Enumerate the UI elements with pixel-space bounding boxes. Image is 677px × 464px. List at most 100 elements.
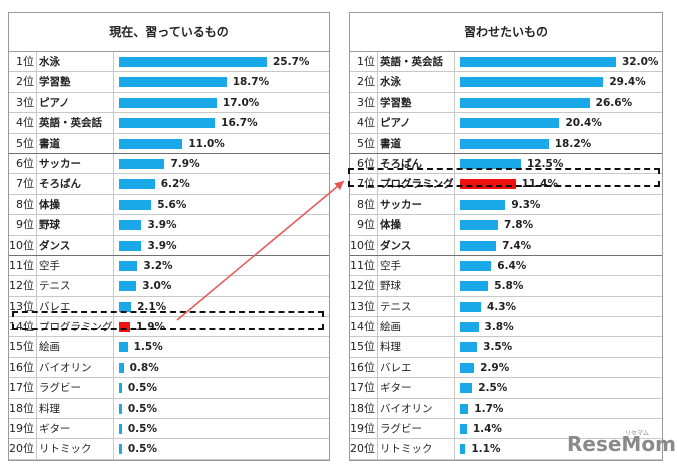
value-label: 7.9% (170, 157, 200, 170)
category-label: 英語・英会話 (380, 52, 455, 72)
rank-label: 12位 (350, 276, 378, 296)
bar (119, 383, 122, 394)
rank-label: 11位 (9, 255, 37, 276)
table-row: 7位 そろばん 6.2% (9, 174, 329, 195)
bar (460, 281, 489, 292)
highlight-box-desired (348, 168, 660, 187)
value-label: 2.9% (480, 361, 510, 374)
category-label: 英語・英会話 (39, 113, 114, 133)
category-label: サッカー (380, 194, 455, 215)
category-label: 絵画 (39, 337, 114, 357)
bar (119, 362, 124, 373)
rank-label: 11位 (350, 255, 378, 276)
table-row: 7位 プログラミング 11.4% (350, 174, 662, 195)
category-label: バレエ (39, 296, 114, 317)
bar (460, 362, 475, 373)
rank-label: 18位 (350, 398, 378, 419)
category-label: 野球 (39, 215, 114, 235)
category-label: バイオリン (380, 398, 455, 419)
rank-label: 9位 (9, 215, 37, 235)
table-row: 9位 体操 7.8% (350, 215, 662, 236)
bar (460, 77, 604, 88)
table-row: 19位 ラグビー 1.4% (350, 419, 662, 440)
category-label: そろばん (380, 153, 455, 174)
bar (460, 158, 521, 169)
table-row: 11位 空手 3.2% (9, 255, 329, 277)
bar (460, 342, 478, 353)
category-label: ラグビー (380, 419, 455, 439)
value-label: 4.3% (486, 300, 517, 313)
rank-label: 5位 (9, 133, 37, 153)
table-row: 19位 ギター 0.5% (9, 419, 329, 440)
table-row: 3位 学習塾 26.6% (350, 92, 662, 114)
value-label: 1.7% (474, 402, 504, 415)
table-row: 1位 水泳 25.7% (9, 52, 329, 73)
rank-label: 16位 (9, 357, 37, 378)
table-row: 2位 学習塾 18.7% (9, 72, 329, 93)
rank-label: 12位 (9, 276, 37, 296)
category-label: 体操 (380, 215, 455, 235)
table-row: 15位 絵画 1.5% (9, 337, 329, 358)
value-label: 6.4% (497, 259, 527, 272)
bar (119, 424, 122, 435)
rank-label: 8位 (9, 194, 37, 215)
category-label: サッカー (39, 153, 114, 174)
value-label: 3.5% (483, 341, 513, 354)
table-row: 3位 ピアノ 17.0% (9, 92, 329, 114)
value-label: 9.3% (511, 198, 541, 211)
rank-label: 16位 (350, 357, 378, 378)
chart-title: 現在、習っているもの (9, 13, 329, 52)
bar (119, 240, 142, 251)
category-label: 空手 (39, 255, 114, 276)
table-row: 4位 ピアノ 20.4% (350, 113, 662, 134)
rank-label: 10位 (350, 235, 378, 255)
chart-rows: 1位 英語・英会話 32.0% 2位 水泳 29.4% 3位 学習塾 26.6% 4位 ピアノ 20.… (350, 52, 662, 460)
value-label: 18.2% (554, 137, 592, 150)
table-row: 18位 料理 0.5% (9, 398, 329, 420)
value-label: 0.5% (127, 382, 157, 395)
category-label: 空手 (380, 255, 455, 276)
value-label: 1.9% (135, 321, 166, 334)
table-row: 15位 料理 3.5% (350, 337, 662, 358)
rank-label: 1位 (9, 52, 37, 72)
bar (119, 118, 216, 129)
table-row: 14位 絵画 3.8% (350, 317, 662, 338)
value-label: 2.1% (137, 300, 167, 313)
rank-label: 20位 (350, 439, 378, 459)
rank-label: 19位 (9, 419, 37, 439)
category-label: プログラミング (39, 317, 114, 337)
rank-label: 17位 (9, 378, 37, 398)
table-row: 17位 ギター 2.5% (350, 378, 662, 399)
rank-label: 13位 (9, 296, 37, 317)
value-label: 0.8% (129, 361, 159, 374)
chart-title: 習わせたいもの (350, 13, 662, 52)
bar (119, 342, 128, 353)
highlight-box-current (12, 311, 324, 330)
category-label: テニス (380, 296, 455, 317)
bar (119, 179, 155, 190)
table-row: 5位 書道 11.0% (9, 133, 329, 154)
bar (119, 57, 267, 67)
bar (460, 240, 497, 251)
value-label: 7.4% (502, 239, 532, 252)
rank-label: 15位 (350, 337, 378, 357)
value-label: 2.5% (478, 382, 508, 395)
rank-label: 10位 (9, 235, 37, 255)
rank-label: 9位 (350, 215, 378, 235)
category-label: ピアノ (380, 113, 455, 133)
value-label: 26.6% (595, 96, 633, 109)
table-row: 5位 書道 18.2% (350, 133, 662, 154)
value-label: 12.5% (526, 157, 564, 170)
bar (119, 97, 217, 108)
table-row: 16位 バイオリン 0.8% (9, 357, 329, 379)
value-label: 29.4% (609, 76, 646, 89)
value-label: 17.0% (222, 96, 260, 109)
category-label: 体操 (39, 194, 114, 215)
bar (460, 301, 481, 312)
value-label: 5.6% (157, 198, 187, 211)
value-label: 0.5% (127, 443, 157, 456)
category-label: 水泳 (380, 72, 455, 92)
category-label: 学習塾 (380, 92, 455, 113)
bar (119, 281, 137, 292)
value-label: 7.8% (504, 219, 534, 232)
